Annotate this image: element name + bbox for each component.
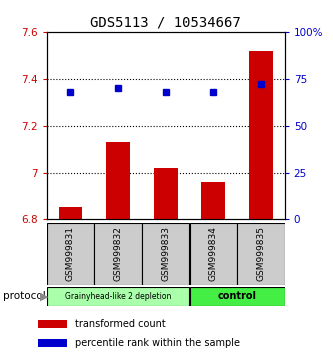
Bar [189,287,285,306]
Bar [94,223,142,285]
Bar [47,287,189,306]
Text: GSM999831: GSM999831 [66,227,75,281]
Text: GSM999832: GSM999832 [114,227,123,281]
Text: percentile rank within the sample: percentile rank within the sample [75,338,240,348]
Bar [189,223,237,285]
Text: GSM999834: GSM999834 [209,227,218,281]
Bar [38,320,67,329]
Text: transformed count: transformed count [75,319,166,329]
Bar [106,142,130,219]
Bar [47,223,94,285]
Text: GSM999835: GSM999835 [256,227,265,281]
Text: control: control [217,291,257,302]
Bar [201,182,225,219]
Bar [154,168,177,219]
Text: protocol: protocol [3,291,46,302]
Bar [38,339,67,347]
Bar [59,207,82,219]
Bar [142,223,189,285]
Title: GDS5113 / 10534667: GDS5113 / 10534667 [90,15,241,29]
Text: ▶: ▶ [40,291,49,302]
Text: Grainyhead-like 2 depletion: Grainyhead-like 2 depletion [65,292,171,301]
Bar [249,51,273,219]
Text: GSM999833: GSM999833 [161,227,170,281]
Bar [237,223,285,285]
